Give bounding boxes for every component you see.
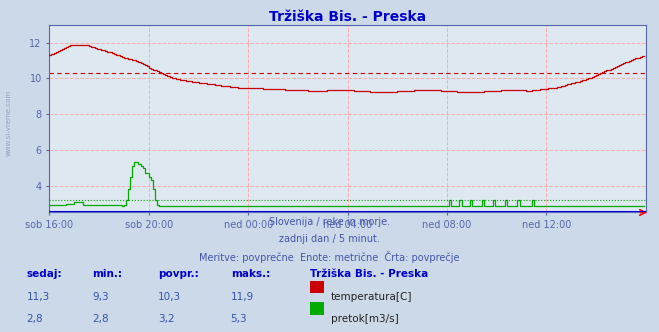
Text: temperatura[C]: temperatura[C] — [331, 292, 413, 302]
Text: 11,9: 11,9 — [231, 292, 254, 302]
Text: pretok[m3/s]: pretok[m3/s] — [331, 314, 399, 324]
Text: 11,3: 11,3 — [26, 292, 49, 302]
Text: 5,3: 5,3 — [231, 314, 247, 324]
Text: Tržiška Bis. - Preska: Tržiška Bis. - Preska — [310, 269, 428, 279]
Title: Tržiška Bis. - Preska: Tržiška Bis. - Preska — [269, 10, 426, 24]
Text: Slovenija / reke in morje.: Slovenija / reke in morje. — [269, 217, 390, 227]
Text: min.:: min.: — [92, 269, 123, 279]
Text: 2,8: 2,8 — [92, 314, 109, 324]
Text: 2,8: 2,8 — [26, 314, 43, 324]
Text: povpr.:: povpr.: — [158, 269, 199, 279]
Text: Meritve: povprečne  Enote: metrične  Črta: povprečje: Meritve: povprečne Enote: metrične Črta:… — [199, 251, 460, 263]
Text: sedaj:: sedaj: — [26, 269, 62, 279]
Text: maks.:: maks.: — [231, 269, 270, 279]
Text: 9,3: 9,3 — [92, 292, 109, 302]
Text: 3,2: 3,2 — [158, 314, 175, 324]
Text: www.si-vreme.com: www.si-vreme.com — [5, 90, 12, 156]
Text: 10,3: 10,3 — [158, 292, 181, 302]
Text: zadnji dan / 5 minut.: zadnji dan / 5 minut. — [279, 234, 380, 244]
